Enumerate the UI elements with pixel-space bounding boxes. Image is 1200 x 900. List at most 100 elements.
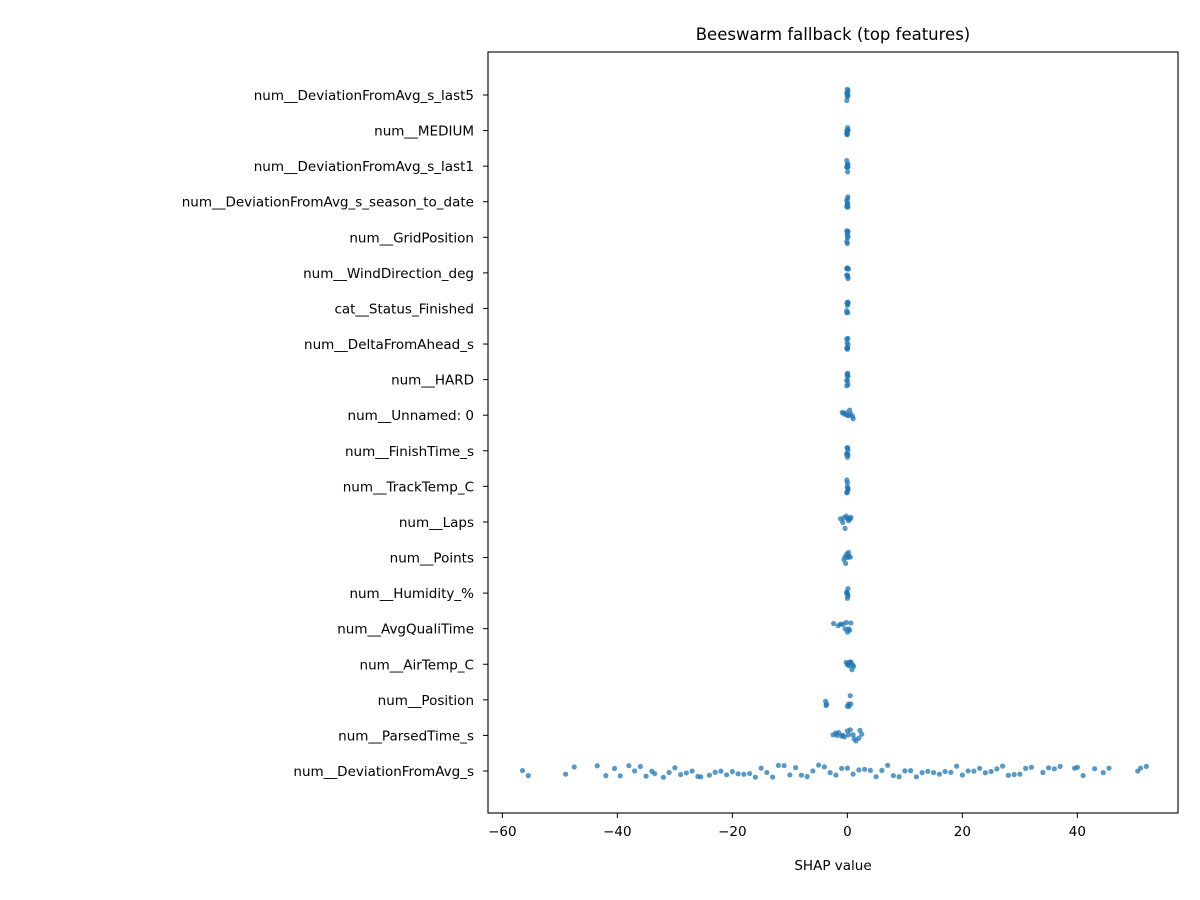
shap-point: [594, 763, 600, 769]
x-tick-label: −60: [488, 824, 517, 840]
shap-point: [810, 768, 816, 774]
y-tick-label: num__MEDIUM: [374, 124, 474, 140]
shap-point: [850, 416, 856, 422]
chart-title: Beeswarm fallback (top features): [696, 25, 971, 44]
shap-point: [936, 771, 942, 777]
shap-point: [752, 774, 758, 780]
shap-point: [689, 768, 695, 774]
shap-point: [611, 765, 618, 772]
shap-point: [840, 519, 846, 525]
shap-point: [830, 620, 837, 627]
shap-point: [840, 410, 846, 416]
shap-point: [683, 770, 689, 776]
shap-point: [885, 762, 891, 768]
x-tick-label: 40: [1069, 824, 1086, 840]
shap-point: [821, 764, 827, 770]
shap-point: [672, 765, 678, 771]
shap-point: [617, 773, 623, 779]
y-tick-label: num__DeviationFromAvg_s: [293, 764, 474, 780]
shap-point: [741, 771, 747, 777]
shap-point: [954, 763, 960, 769]
y-tick-label: num__DeviationFromAvg_s_last5: [254, 88, 474, 104]
shap-point: [844, 345, 850, 352]
shap-point: [840, 732, 846, 738]
shap-point: [988, 768, 994, 775]
shap-point: [770, 774, 776, 780]
shap-point: [775, 762, 781, 768]
y-tick-label: num__DeviationFromAvg_s_last1: [254, 159, 474, 175]
shap-point: [845, 485, 851, 491]
shap-point: [844, 272, 850, 278]
shap-point: [1092, 766, 1098, 772]
y-tick-label: num__Humidity_%: [349, 586, 474, 602]
shap-point: [844, 128, 850, 134]
shap-point: [856, 735, 862, 741]
shap-point: [845, 701, 852, 707]
shap-point: [845, 169, 851, 175]
shap-point: [847, 693, 853, 699]
shap-point: [842, 525, 848, 531]
shap-point: [652, 771, 658, 777]
shap-point: [843, 619, 849, 626]
shap-point: [879, 767, 885, 773]
shap-point: [706, 772, 712, 778]
y-tick-label: num__Unnamed: 0: [348, 408, 474, 424]
shap-point: [847, 554, 853, 560]
y-tick-label: num__FinishTime_s: [345, 444, 474, 460]
shap-point: [1028, 764, 1034, 770]
x-axis: −60 −40 −20 0 20 40: [488, 813, 1086, 840]
shap-point: [971, 768, 977, 774]
shap-point: [1005, 772, 1011, 778]
shap-point: [1046, 765, 1052, 771]
y-tick-label: num__HARD: [391, 373, 474, 389]
shap-point: [844, 228, 850, 234]
shap-point: [1011, 771, 1017, 778]
shap-point: [632, 768, 638, 774]
shap-point: [1000, 763, 1006, 769]
shap-point: [1100, 770, 1106, 776]
shap-point: [718, 768, 724, 774]
y-tick-label: num__Position: [378, 693, 474, 709]
y-axis: num__DeviationFromAvg_s_last5 num__MEDIUM…: [182, 88, 488, 780]
shap-point: [847, 727, 853, 733]
shap-point: [735, 771, 741, 777]
points-layer: [519, 86, 1149, 780]
shap-point: [793, 765, 799, 771]
shap-point: [764, 769, 770, 776]
shap-point: [913, 774, 919, 780]
shap-point: [1023, 765, 1029, 771]
shap-point: [816, 762, 822, 768]
shap-point: [844, 371, 850, 377]
shap-point: [919, 770, 925, 776]
shap-point: [637, 763, 643, 770]
shap-point: [849, 667, 855, 673]
shap-point: [844, 90, 850, 96]
shap-point: [982, 770, 988, 776]
shap-point: [1057, 763, 1063, 769]
y-tick-label: num__DeltaFromAhead_s: [304, 337, 474, 353]
shap-point: [839, 765, 845, 771]
shap-point: [843, 560, 849, 567]
shap-point: [845, 335, 851, 341]
shap-point: [666, 769, 672, 776]
shap-point: [847, 659, 853, 665]
shap-point: [844, 203, 850, 209]
shap-point: [851, 736, 857, 742]
x-tick-label: 20: [954, 824, 971, 840]
shap-point: [678, 771, 684, 778]
shap-point: [844, 240, 850, 247]
shap-point: [890, 773, 896, 779]
shap-point: [959, 772, 965, 778]
shap-point: [844, 308, 850, 314]
shap-point: [844, 266, 850, 272]
shap-point: [867, 767, 873, 773]
shap-point: [842, 554, 848, 560]
shap-point: [942, 768, 948, 775]
shap-point: [698, 774, 704, 780]
shap-point: [862, 766, 868, 772]
shap-point: [804, 774, 810, 780]
y-tick-label: num__GridPosition: [349, 230, 474, 246]
y-tick-label: cat__Status_Finished: [334, 301, 474, 317]
x-tick-label: 0: [843, 824, 852, 840]
shap-point: [1106, 765, 1112, 771]
